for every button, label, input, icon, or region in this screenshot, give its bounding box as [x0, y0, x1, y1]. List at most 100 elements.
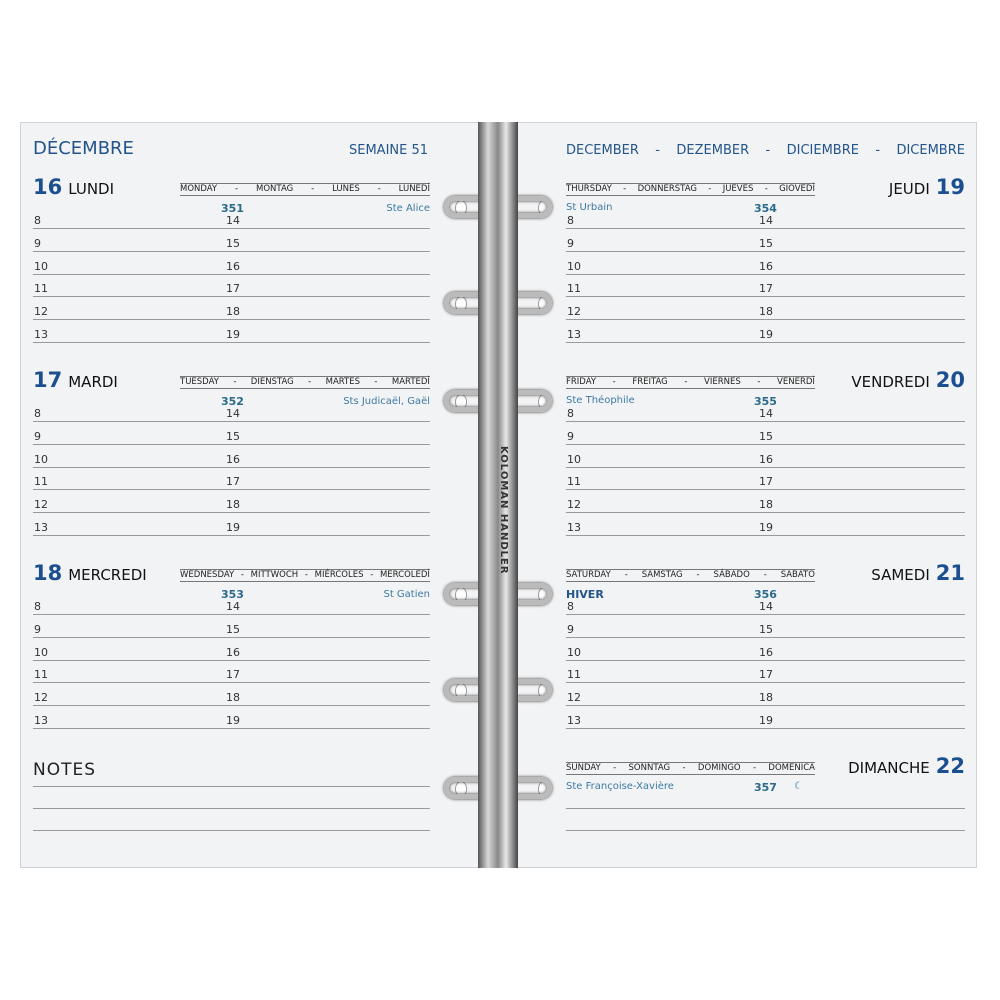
separator: -	[708, 184, 712, 194]
day-heading: 17 MARDI	[33, 368, 118, 392]
hour-line[interactable]	[33, 319, 430, 321]
weekday-multilang: SUNDAY - SONNTAG - DOMINGO - DOMENICA	[566, 762, 815, 775]
separator: -	[623, 184, 627, 194]
month-title: DÉCEMBRE	[33, 138, 134, 159]
separator: -	[752, 763, 757, 773]
hour-line[interactable]	[566, 705, 965, 707]
hour-line[interactable]	[566, 636, 965, 638]
weekday-name: FRIDAY	[566, 377, 597, 387]
hour-line[interactable]	[33, 636, 430, 638]
day-number: 16	[33, 175, 63, 199]
hour-label: 14	[226, 214, 240, 227]
saint-name: Ste Françoise-Xavière	[566, 781, 674, 792]
hour-line[interactable]	[566, 489, 965, 491]
hour-line[interactable]	[566, 319, 965, 321]
weekday-name: SONNTAG	[628, 763, 671, 773]
hour-line[interactable]	[566, 728, 965, 729]
separator: -	[682, 763, 686, 773]
hour-label: 13	[34, 328, 48, 341]
note-line[interactable]	[566, 808, 965, 809]
hour-label: 12	[34, 498, 48, 512]
hour-line[interactable]	[566, 535, 965, 536]
weekday-name: SÁBADO	[713, 570, 750, 580]
hour-label: 9	[34, 622, 41, 636]
separator: -	[765, 143, 771, 158]
hour-label: 10	[567, 452, 581, 466]
separator: -	[311, 184, 315, 194]
note-line[interactable]	[33, 808, 430, 809]
hour-line[interactable]	[566, 512, 965, 514]
hour-line[interactable]	[566, 466, 965, 468]
hour-label: 14	[759, 600, 773, 613]
day-number: 19	[935, 175, 965, 199]
separator: -	[304, 570, 308, 580]
day-heading: VENDREDI 20	[851, 368, 965, 392]
weekday-name: LUNEDÌ	[398, 184, 430, 194]
weekday-name: MONTAG	[256, 184, 294, 194]
hour-label: 10	[567, 259, 581, 273]
hour-line[interactable]	[566, 273, 965, 275]
hour-line[interactable]	[33, 512, 430, 514]
notes-label: NOTES	[33, 760, 97, 780]
hour-label: 13	[567, 328, 581, 341]
hour-line[interactable]	[33, 443, 430, 445]
hour-line[interactable]	[566, 421, 965, 422]
hour-label: 18	[759, 498, 773, 512]
hour-line[interactable]	[566, 443, 965, 445]
saint-name: Ste Théophile	[566, 395, 635, 406]
separator: -	[240, 570, 244, 580]
hour-line[interactable]	[566, 682, 965, 684]
hour-line[interactable]	[566, 659, 965, 661]
hour-label: 16	[759, 645, 773, 659]
day-name: MERCREDI	[68, 566, 147, 584]
hour-label: 11	[34, 668, 48, 682]
hour-line[interactable]	[33, 273, 430, 275]
hour-line[interactable]	[33, 250, 430, 252]
note-line[interactable]	[566, 830, 965, 831]
hour-label: 17	[226, 475, 240, 489]
hour-line[interactable]	[33, 489, 430, 491]
weekday-name: DOMENICA	[768, 763, 815, 773]
hour-line[interactable]	[33, 535, 430, 536]
hour-line[interactable]	[33, 705, 430, 707]
weekday-multilang: MONDAY - MONTAG - LUNES - LUNEDÌ	[180, 183, 430, 196]
weekday-name: SUNDAY	[566, 763, 601, 773]
hour-line[interactable]	[33, 614, 430, 615]
hour-line[interactable]	[33, 659, 430, 661]
saint-name: HIVER	[566, 588, 604, 601]
note-line[interactable]	[33, 786, 430, 787]
saint-name: Sts Judicaël, Gaël	[343, 396, 430, 407]
hour-line[interactable]	[566, 342, 965, 343]
hour-label: 19	[759, 328, 773, 341]
weekday-name: THURSDAY	[566, 184, 612, 194]
hour-label: 16	[759, 452, 773, 466]
hour-label: 15	[226, 622, 240, 636]
hour-line[interactable]	[33, 342, 430, 343]
month-name: DECEMBER	[566, 143, 639, 158]
separator: -	[377, 184, 381, 194]
hour-line[interactable]	[33, 728, 430, 729]
hour-line[interactable]	[566, 296, 965, 298]
hour-line[interactable]	[33, 296, 430, 298]
hour-label: 10	[34, 259, 48, 273]
hour-label: 14	[226, 600, 240, 613]
hour-line[interactable]	[566, 228, 965, 229]
hour-line[interactable]	[33, 421, 430, 422]
note-line[interactable]	[33, 830, 430, 831]
hour-line[interactable]	[33, 466, 430, 468]
hour-line[interactable]	[566, 614, 965, 615]
weekday-name: MONDAY	[180, 184, 218, 194]
hour-label: 16	[759, 259, 773, 273]
weekday-name: MERCOLEDÌ	[379, 570, 430, 580]
hour-line[interactable]	[33, 682, 430, 684]
day-name: DIMANCHE	[848, 759, 930, 777]
hour-label: 8	[567, 600, 574, 613]
weekday-name: TUESDAY	[180, 377, 219, 387]
hour-label: 11	[567, 668, 581, 682]
hour-line[interactable]	[33, 228, 430, 229]
hour-label: 13	[34, 521, 48, 534]
hour-line[interactable]	[566, 250, 965, 252]
weekday-name: WEDNESDAY	[180, 570, 235, 580]
hour-label: 19	[759, 521, 773, 534]
hour-label: 12	[567, 305, 581, 319]
